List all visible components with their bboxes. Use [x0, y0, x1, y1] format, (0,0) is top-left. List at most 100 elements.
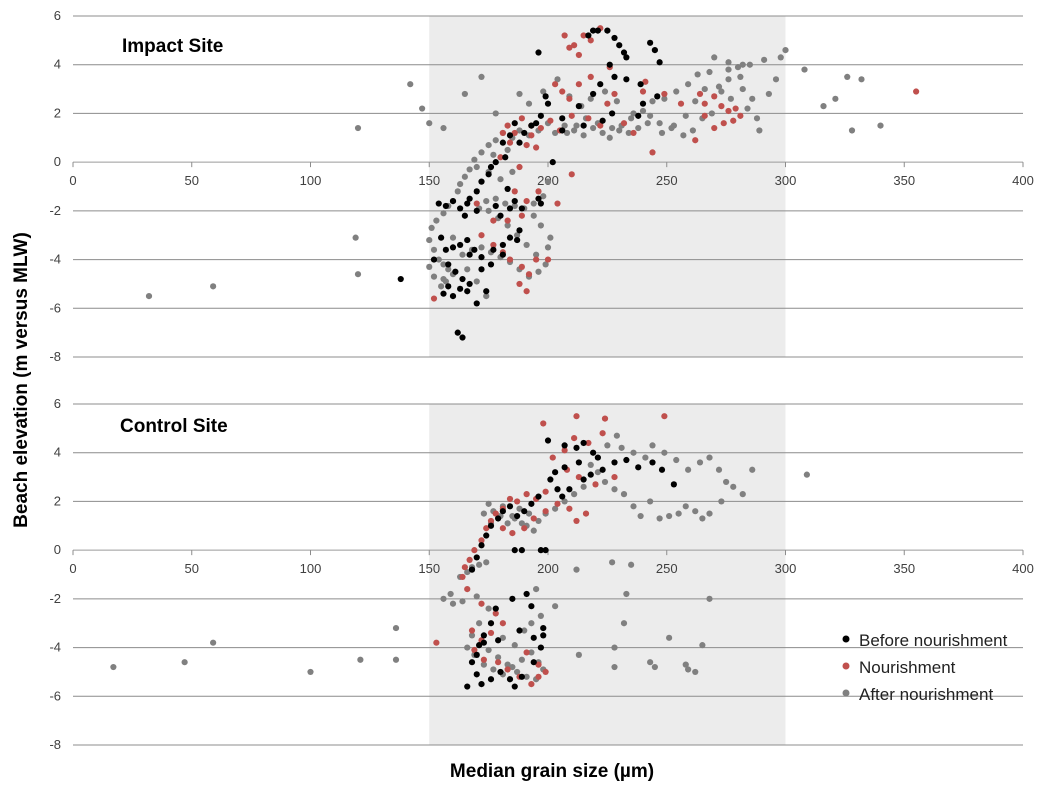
data-point: [542, 547, 549, 554]
data-point: [630, 449, 637, 456]
data-point: [609, 559, 616, 566]
data-point: [407, 81, 414, 88]
data-point: [701, 100, 708, 107]
data-point: [616, 127, 623, 134]
data-point: [563, 129, 571, 137]
x-tick-label: 350: [893, 561, 915, 576]
data-point: [478, 178, 485, 185]
data-point: [620, 491, 628, 498]
data-point: [730, 117, 737, 124]
data-point: [561, 498, 568, 505]
data-point: [803, 471, 810, 478]
data-point: [625, 129, 632, 137]
data-point: [497, 668, 504, 676]
data-point: [623, 456, 630, 464]
data-point: [497, 154, 504, 161]
data-point: [692, 668, 699, 676]
data-point: [502, 154, 509, 161]
data-point: [476, 642, 483, 649]
data-point: [537, 612, 544, 620]
data-point: [535, 195, 542, 202]
data-point: [673, 456, 680, 464]
data-point: [571, 127, 578, 134]
data-point: [568, 112, 575, 119]
data-point: [521, 525, 528, 532]
data-point: [521, 627, 528, 634]
data-point: [495, 515, 502, 522]
x-tick-label: 350: [893, 173, 915, 188]
data-point: [575, 103, 582, 110]
data-point: [480, 656, 487, 663]
data-point: [523, 198, 530, 205]
data-point: [580, 439, 587, 447]
x-axis-title: Median grain size (µm): [450, 761, 654, 782]
data-point: [521, 129, 528, 137]
data-point: [499, 251, 506, 258]
data-point: [552, 505, 559, 512]
data-point: [514, 512, 521, 520]
x-tick-label: 150: [418, 561, 440, 576]
data-point: [445, 261, 452, 268]
data-point: [696, 459, 704, 466]
data-point: [575, 459, 582, 466]
data-point: [711, 93, 718, 100]
data-point: [777, 54, 784, 61]
data-point: [601, 478, 609, 486]
data-point: [571, 491, 578, 498]
data-point: [528, 122, 535, 129]
data-point: [594, 454, 601, 461]
data-point: [547, 476, 554, 483]
data-point: [466, 195, 473, 202]
y-axis-title: Beach elevation (m versus MLW): [11, 232, 32, 528]
data-point: [354, 271, 362, 278]
data-point: [753, 115, 761, 122]
data-point: [585, 439, 592, 447]
data-point: [540, 632, 547, 639]
data-point: [442, 202, 449, 210]
data-point: [516, 227, 523, 234]
data-point: [430, 246, 438, 253]
data-point: [701, 85, 708, 93]
series-after: [110, 432, 810, 683]
data-point: [528, 603, 535, 610]
data-point: [715, 83, 723, 90]
data-point: [594, 469, 601, 476]
data-point: [613, 432, 620, 439]
data-point: [509, 663, 516, 671]
data-point: [561, 122, 568, 129]
data-point: [457, 205, 464, 212]
data-point: [544, 100, 552, 107]
data-point: [623, 76, 630, 83]
data-point: [518, 656, 525, 663]
data-point: [618, 444, 625, 451]
data-point: [426, 263, 433, 270]
data-point: [438, 283, 445, 290]
data-point: [516, 163, 523, 171]
data-point: [464, 644, 471, 651]
data-point: [552, 81, 559, 88]
data-point: [877, 122, 884, 129]
data-point: [587, 461, 594, 468]
data-point: [611, 459, 618, 466]
data-point: [832, 95, 839, 102]
data-point: [435, 200, 442, 207]
data-point: [471, 547, 478, 554]
data-point: [181, 659, 188, 666]
data-point: [642, 78, 649, 85]
data-point: [483, 293, 490, 300]
data-point: [509, 168, 516, 175]
data-point: [419, 105, 426, 112]
data-point: [575, 473, 582, 481]
data-point: [597, 122, 604, 129]
data-point: [547, 234, 554, 241]
data-point: [504, 146, 511, 154]
data-point: [706, 454, 713, 461]
data-point: [506, 503, 514, 510]
data-point: [490, 246, 497, 253]
panel-title: Impact Site: [122, 36, 223, 57]
data-point: [485, 141, 492, 149]
data-point: [573, 413, 580, 420]
data-point: [689, 127, 696, 134]
data-point: [492, 202, 499, 210]
